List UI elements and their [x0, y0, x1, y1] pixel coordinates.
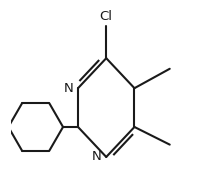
Text: N: N [64, 82, 73, 95]
Text: N: N [92, 151, 101, 164]
Text: Cl: Cl [100, 10, 113, 23]
